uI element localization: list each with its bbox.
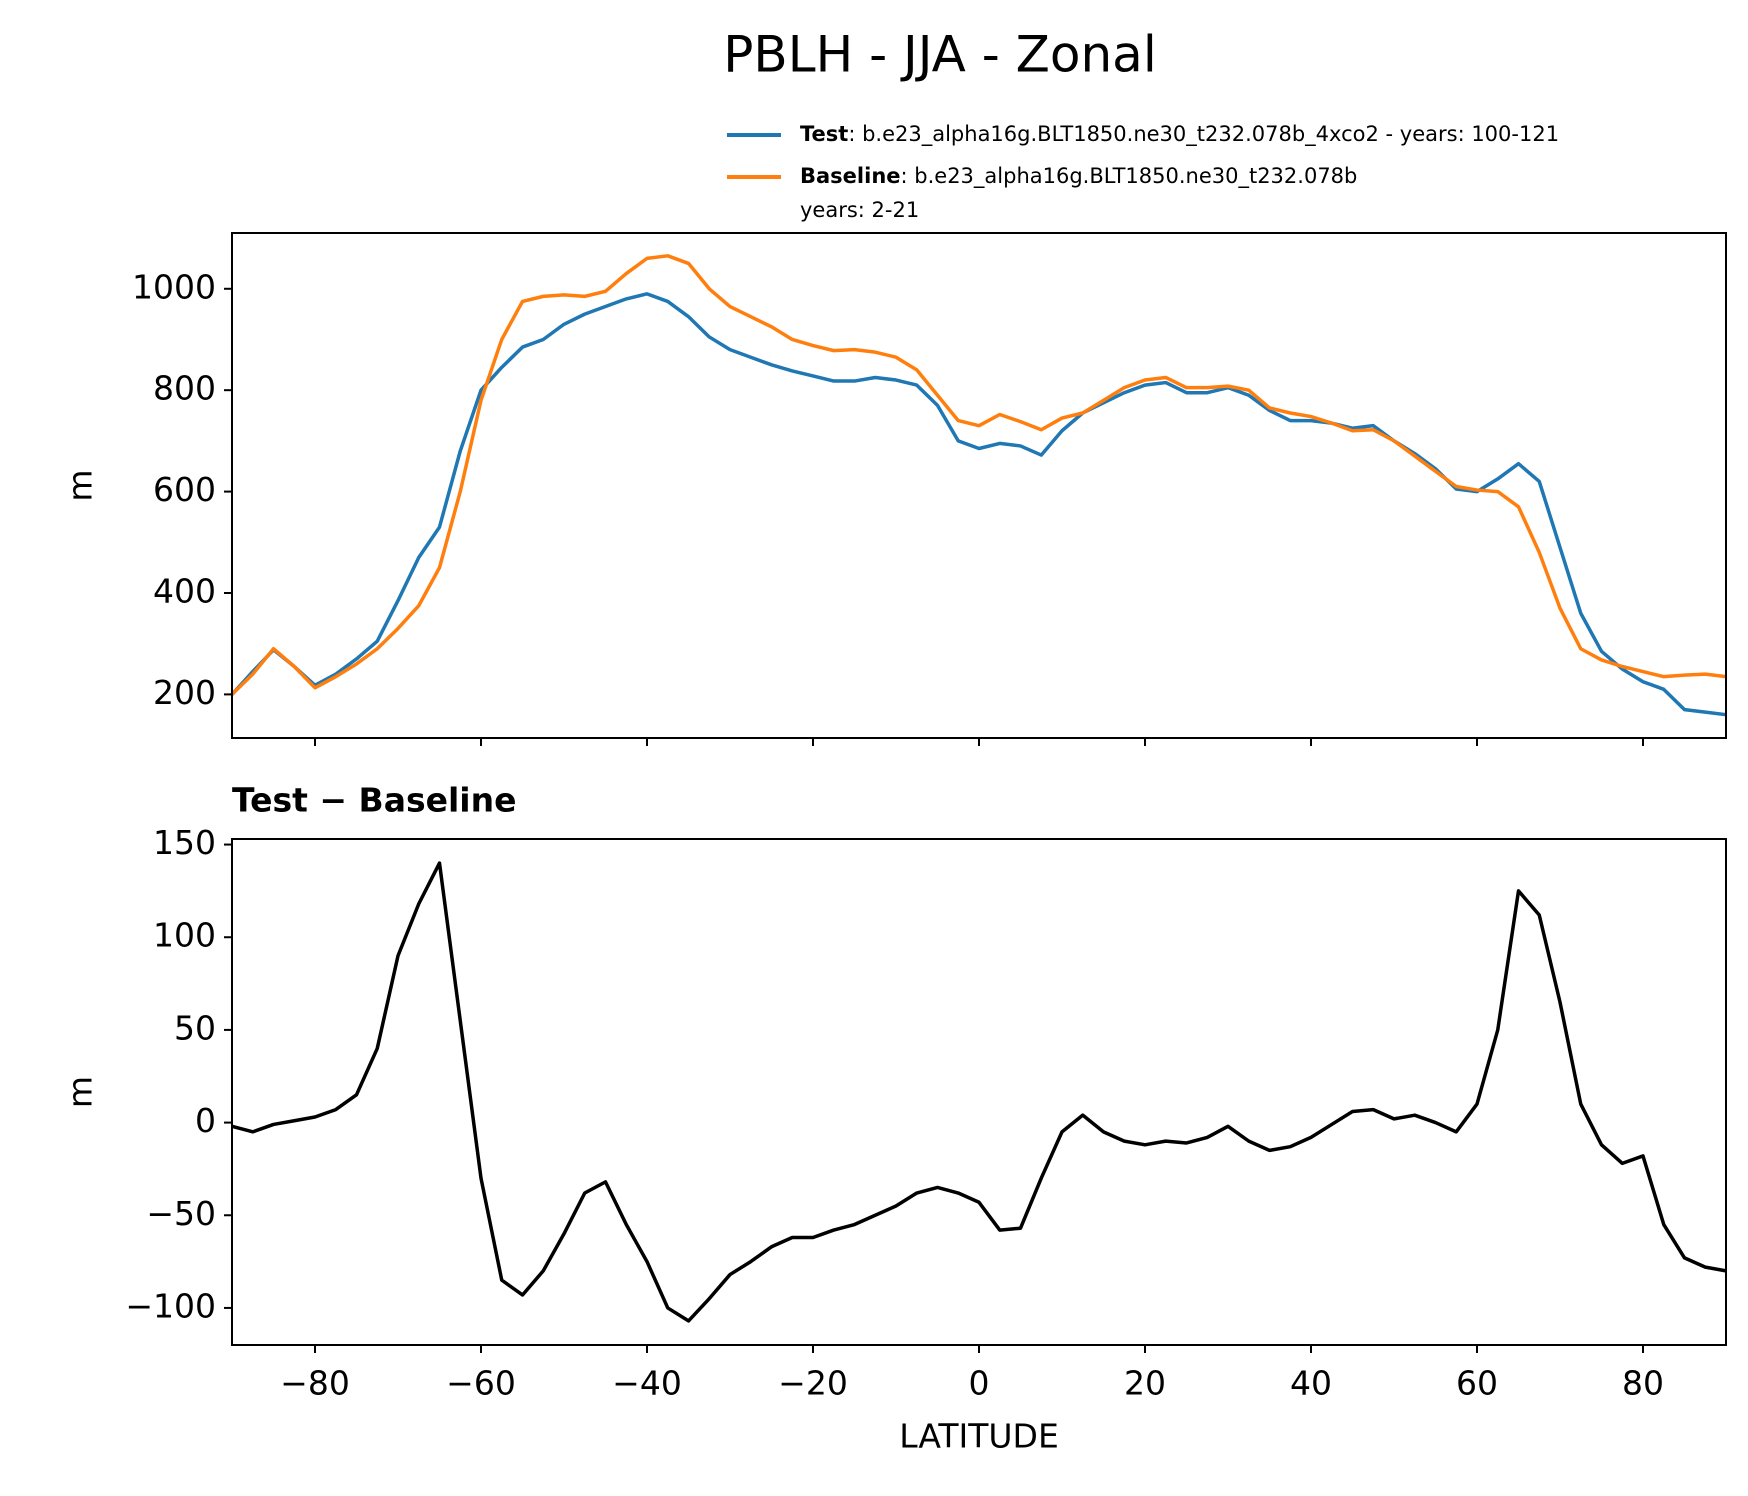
x-tick-label: 60 [1456, 1364, 1498, 1403]
y-tick-label: −50 [146, 1194, 216, 1233]
y-tick-label: 150 [153, 823, 216, 862]
y-tick-label: −100 [125, 1286, 216, 1325]
y-tick-label: 200 [153, 673, 216, 712]
y-tick-label: 600 [153, 470, 216, 509]
x-tick-label: −40 [612, 1364, 682, 1403]
legend-description: : b.e23_alpha16g.BLT1850.ne30_t232.078b_… [848, 122, 1559, 147]
legend-text: years: 2-21 [800, 198, 919, 222]
y-tick-label: 50 [174, 1008, 216, 1047]
y-axis-label: m [61, 1076, 100, 1108]
plot-frame [231, 838, 1727, 1346]
y-tick-label: 1000 [132, 267, 216, 306]
x-tick-label: −60 [446, 1364, 516, 1403]
y-tick-label: 800 [153, 369, 216, 408]
x-tick-label: 20 [1124, 1364, 1166, 1403]
legend-name: Baseline [800, 164, 901, 188]
y-axis-label: m [61, 469, 100, 501]
data-line [230, 254, 1727, 696]
x-tick-label: 0 [969, 1364, 990, 1403]
subplot-title: Test − Baseline [232, 781, 517, 820]
legend-text: Baseline: b.e23_alpha16g.BLT1850.ne30_t2… [800, 164, 1357, 189]
plot-frame [231, 232, 1727, 739]
legend-name: Test [800, 122, 848, 146]
figure-title: PBLH - JJA - Zonal [723, 26, 1156, 84]
x-axis-label: LATITUDE [899, 1417, 1059, 1456]
y-tick-label: 100 [153, 916, 216, 955]
data-line [231, 861, 1727, 1323]
x-tick-label: −20 [778, 1364, 848, 1403]
legend-description: : b.e23_alpha16g.BLT1850.ne30_t232.078b [901, 164, 1358, 189]
y-tick-label: 400 [153, 571, 216, 610]
y-tick-label: 0 [195, 1101, 216, 1140]
legend-description: years: 2-21 [800, 198, 919, 222]
x-tick-label: 80 [1622, 1364, 1664, 1403]
x-tick-label: 40 [1290, 1364, 1332, 1403]
legend-text: Test: b.e23_alpha16g.BLT1850.ne30_t232.0… [800, 122, 1559, 147]
x-tick-label: −80 [280, 1364, 350, 1403]
